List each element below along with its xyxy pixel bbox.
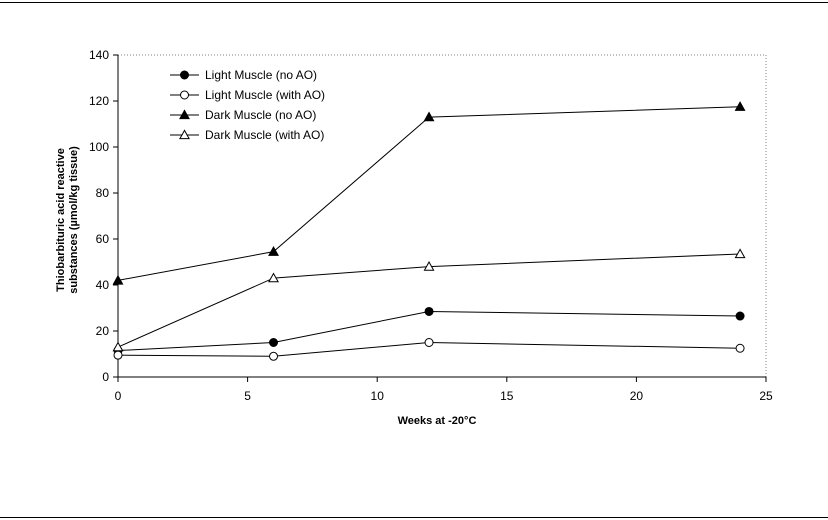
series-line: [117, 341, 741, 357]
series-light-muscle-with-ao: [113, 338, 745, 361]
x-tick-label: 5: [244, 389, 251, 403]
y-axis-title-line: substances (µmol/kg tissue): [68, 146, 80, 294]
y-tick-label: 60: [96, 232, 110, 246]
data-point: [424, 306, 434, 316]
series-dark-muscle-no-ao: [112, 101, 746, 285]
y-axis-ticks: 0 20 40 60 80 100 120 140: [89, 48, 118, 384]
y-axis-title: Thiobarbituric acid reactivesubstances (…: [55, 146, 80, 294]
y-tick-label: 80: [96, 186, 110, 200]
data-point: [112, 341, 124, 352]
x-axis-ticks: 0 5 10 15 20 25: [115, 377, 773, 403]
legend-marker: [180, 70, 189, 80]
plot-area-border: [117, 54, 767, 378]
series-line: [117, 253, 741, 348]
y-tick-label: 140: [89, 48, 109, 62]
y-tick-label: 120: [89, 94, 109, 108]
series-line: [117, 106, 741, 281]
data-point: [269, 338, 279, 347]
data-point: [423, 111, 435, 122]
legend-marker: [179, 109, 190, 120]
x-tick-label: 20: [630, 389, 644, 403]
x-tick-label: 15: [500, 389, 514, 403]
legend-item: Light Muscle (with AO): [170, 88, 325, 102]
data-point: [268, 246, 279, 256]
series-dark-muscle-with-ao: [112, 248, 746, 352]
legend-item: Light Muscle (no AO): [170, 68, 317, 82]
legend-label: Light Muscle (no AO): [205, 68, 317, 82]
legend-item: Dark Muscle (with AO): [170, 128, 324, 142]
data-point: [113, 350, 123, 360]
series-light-muscle-no-ao: [113, 306, 745, 356]
legend: Light Muscle (no AO) Light Muscle (with A…: [170, 68, 325, 142]
x-tick-label: 0: [115, 389, 122, 403]
data-point: [423, 260, 435, 271]
x-tick-label: 25: [759, 389, 773, 403]
data-point: [424, 338, 434, 347]
data-point: [735, 311, 745, 321]
bottom-rule: [0, 517, 828, 518]
legend-label: Light Muscle (with AO): [205, 88, 325, 102]
legend-label: Dark Muscle (no AO): [205, 108, 316, 122]
series-line: [117, 310, 741, 352]
y-tick-label: 0: [102, 370, 109, 384]
y-axis-title-text: Thiobarbituric acid reactivesubstances (…: [55, 146, 80, 294]
data-point: [734, 101, 746, 111]
y-tick-label: 20: [96, 324, 110, 338]
legend-label: Dark Muscle (with AO): [205, 128, 324, 142]
x-tick-label: 10: [371, 389, 385, 403]
data-point: [735, 343, 745, 353]
legend-item: Dark Muscle (no AO): [170, 108, 316, 122]
plot-frame: [117, 54, 767, 378]
top-rule: [0, 2, 828, 3]
x-axis-title: Weeks at -20°C: [398, 415, 477, 427]
data-point: [269, 351, 279, 361]
series-layer: [112, 101, 746, 361]
data-point: [268, 272, 279, 283]
y-tick-label: 40: [96, 278, 110, 292]
data-point: [112, 274, 124, 285]
data-point: [734, 248, 746, 259]
y-axis-title-line: Thiobarbituric acid reactive: [55, 148, 67, 292]
legend-marker: [180, 90, 189, 100]
y-tick-label: 100: [89, 140, 109, 154]
legend-marker: [179, 129, 190, 140]
